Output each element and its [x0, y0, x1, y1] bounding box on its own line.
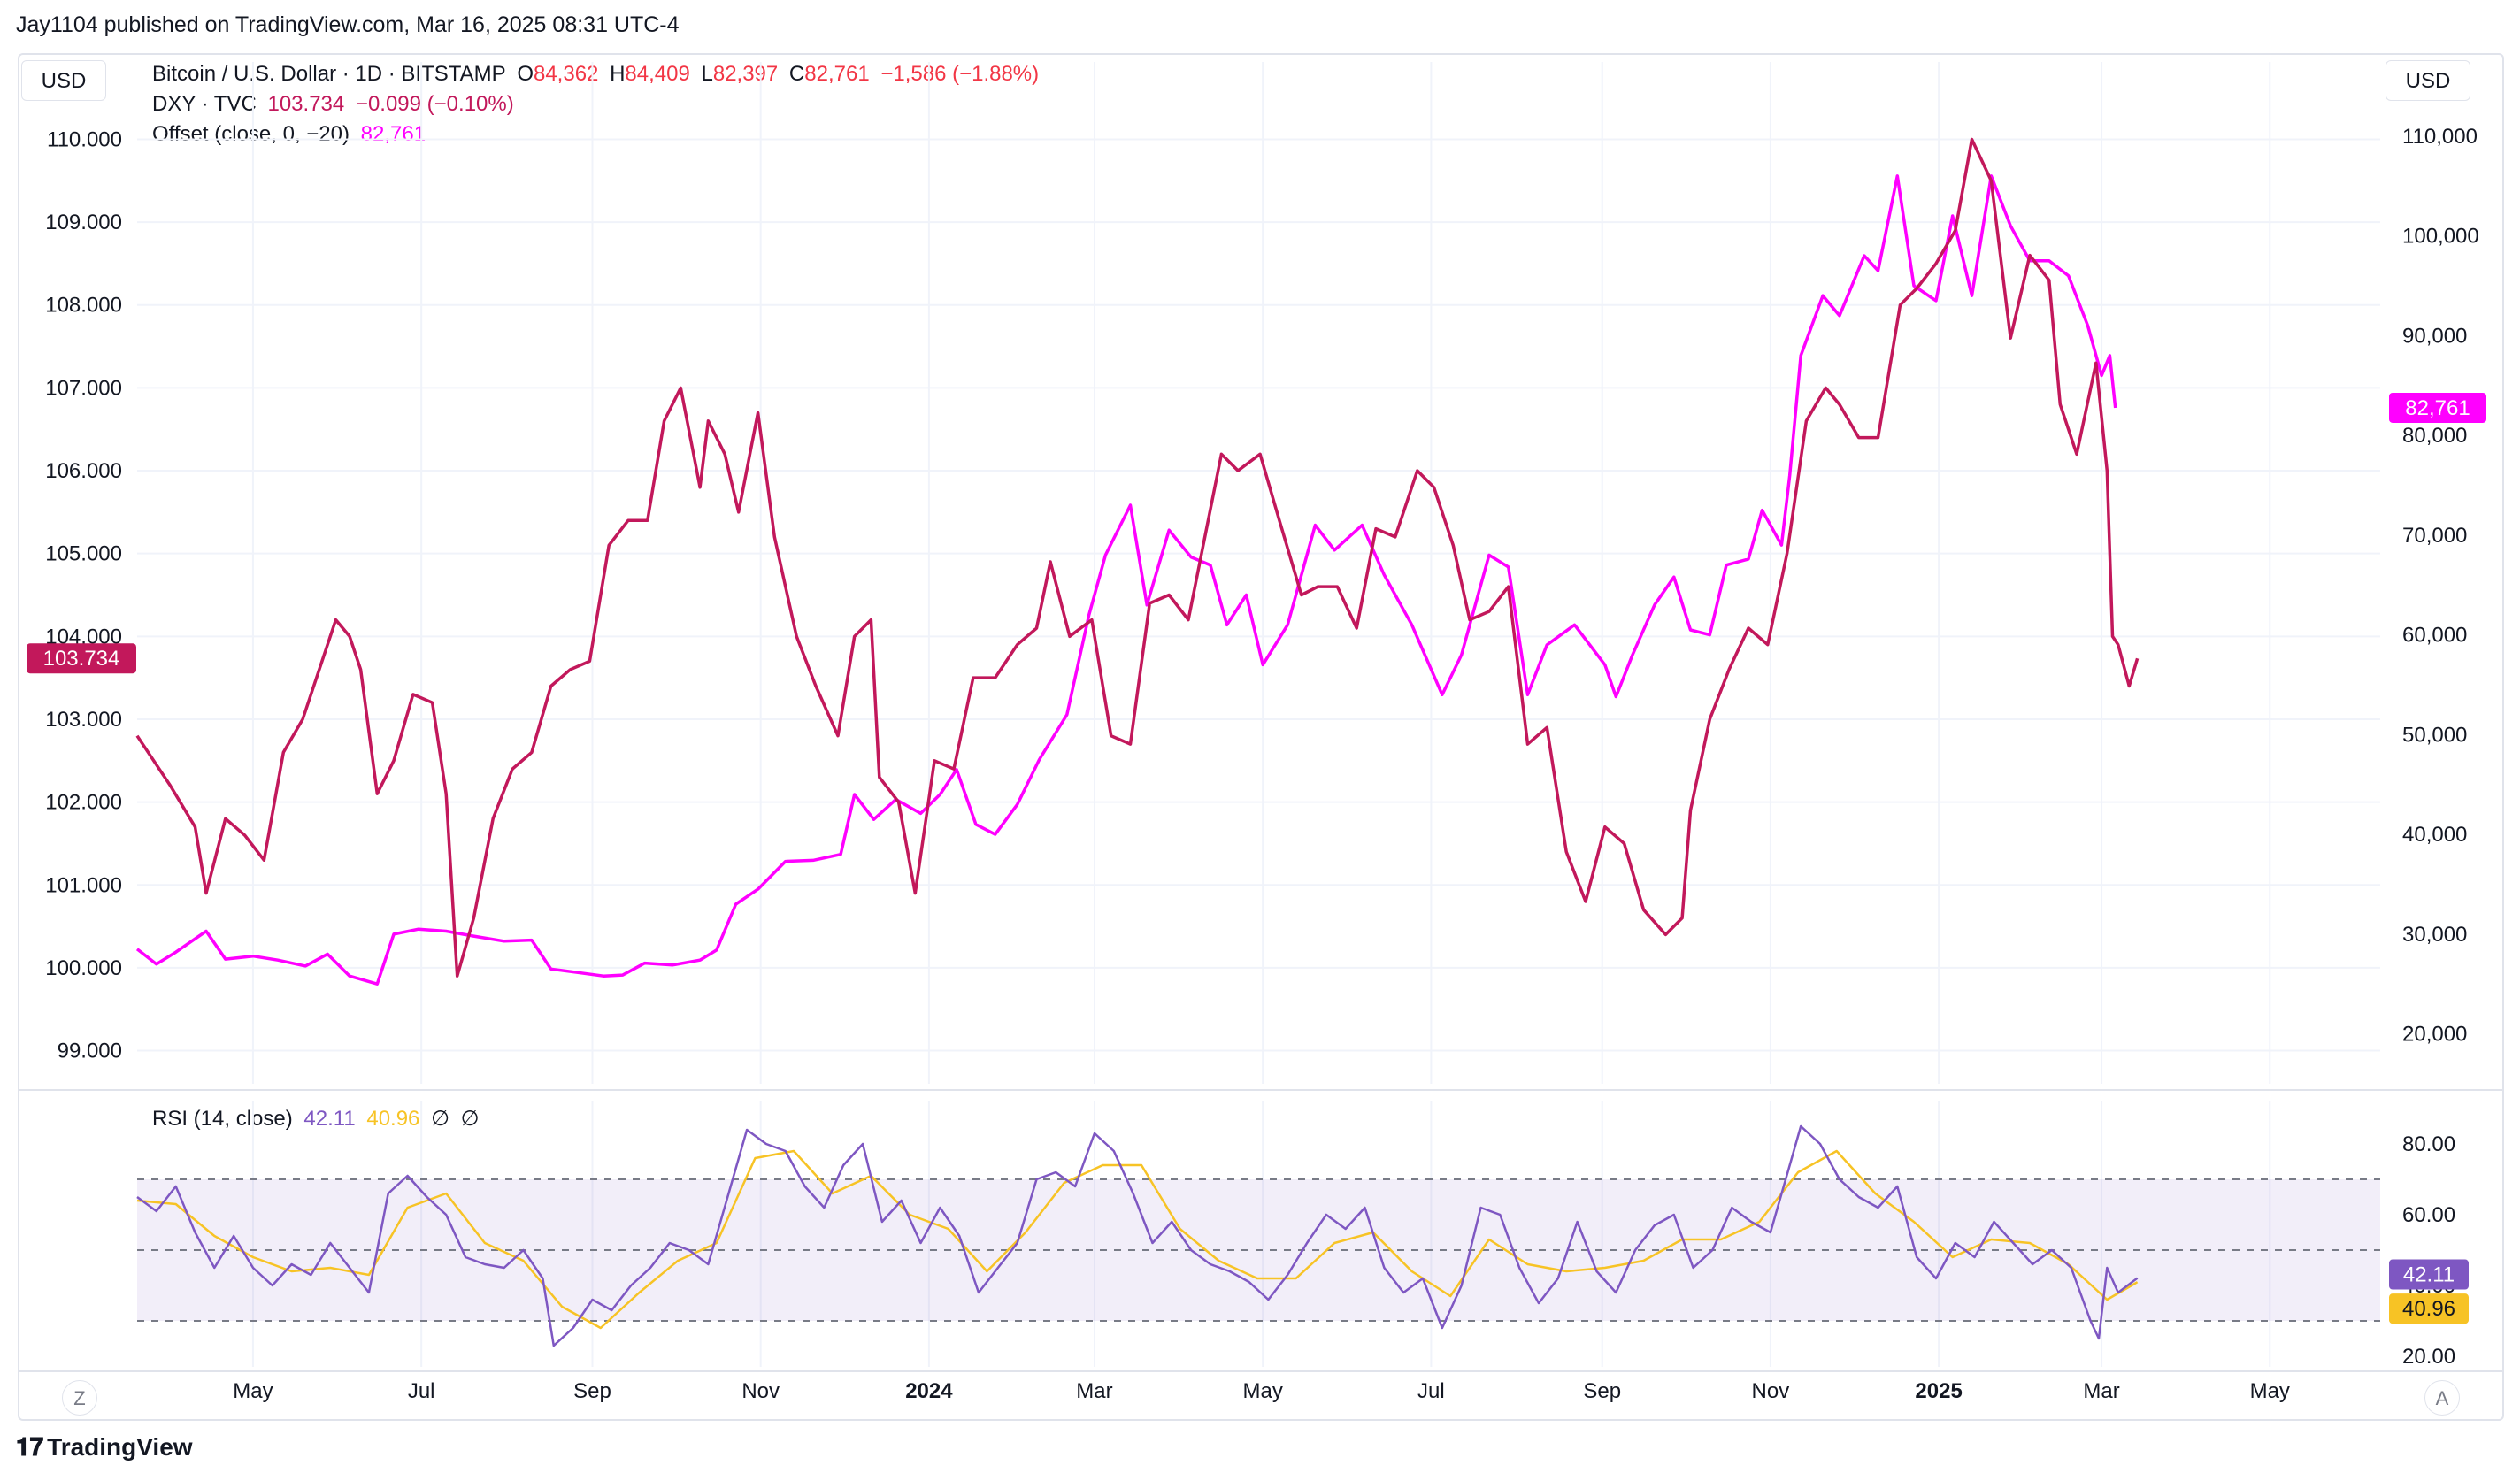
- right-axis-tick-8: 100,000: [2402, 225, 2479, 249]
- change-value: −1,586 (−1.88%): [880, 62, 1040, 86]
- x-tick-label-4: 2024: [905, 1379, 953, 1403]
- x-tick-label-6: May: [1243, 1379, 1283, 1403]
- left-axis-tick-3: 102.000: [45, 791, 122, 815]
- right-axis-tick-3: 50,000: [2402, 723, 2467, 747]
- left-axis-tick-11: 110.000: [47, 127, 122, 151]
- x-tick-label-11: Mar: [2083, 1379, 2119, 1403]
- left-axis-tick-4: 103.000: [45, 708, 122, 732]
- rsi-ma-line: [136, 1149, 2139, 1330]
- rsi-null-2: ∅: [460, 1107, 480, 1131]
- offset-legend: Offset (close, 0, −20) 82,761: [152, 122, 431, 147]
- tradingview-logo: 𝟏𝟕 TradingView: [16, 1433, 193, 1461]
- offset-value: 82,761: [360, 122, 426, 146]
- rsi-ma-value-badge-bg: [2389, 1293, 2469, 1324]
- btc-offset-line: [135, 174, 2117, 986]
- rsi-axis-tick-0: 20.00: [2402, 1345, 2455, 1369]
- btc-price-badge-bg: [2389, 392, 2486, 423]
- x-tick-label-0: May: [233, 1379, 273, 1403]
- offset-label[interactable]: Offset (close, 0, −20): [152, 122, 350, 146]
- x-tick-label-3: Nov: [741, 1379, 780, 1403]
- main-legend: Bitcoin / U.S. Dollar · 1D · BITSTAMP O8…: [152, 62, 1044, 87]
- right-axis-tick-6: 80,000: [2402, 424, 2467, 448]
- low-label: L: [701, 62, 713, 86]
- rsi-legend: RSI (14, close) 42.11 40.96 ∅ ∅: [152, 1106, 485, 1132]
- rsi-line: [136, 1124, 2139, 1347]
- btc-price-badge: 82,761: [2405, 396, 2470, 420]
- rsi-label[interactable]: RSI (14, close): [152, 1107, 293, 1131]
- right-axis-tick-1: 30,000: [2402, 923, 2467, 947]
- x-tick-label-2: Sep: [573, 1379, 611, 1403]
- tv-mark-icon: 𝟏𝟕: [16, 1433, 44, 1461]
- right-axis-tick-0: 20,000: [2402, 1023, 2467, 1047]
- open-value: 84,362: [533, 62, 599, 86]
- rsi-ma-value-badge: 40.96: [2402, 1297, 2455, 1321]
- dxy-price-badge: 103.734: [43, 647, 120, 671]
- high-value: 84,409: [625, 62, 690, 86]
- left-axis-tick-10: 109.000: [45, 211, 122, 234]
- dxy-change: −0.099 (−0.10%): [355, 92, 514, 116]
- low-value: 82,397: [712, 62, 779, 86]
- x-tick-label-5: Mar: [1076, 1379, 1112, 1403]
- left-axis-tick-7: 106.000: [45, 459, 122, 483]
- chart-frame: [18, 53, 2504, 1421]
- left-axis-tick-9: 108.000: [45, 294, 122, 318]
- dxy-value: 103.734: [267, 92, 345, 116]
- zoom-reset-button[interactable]: Z: [62, 1380, 97, 1416]
- open-label: O: [517, 62, 534, 86]
- left-axis-tick-8: 107.000: [45, 376, 122, 400]
- rsi-value-badge: 42.11: [2403, 1263, 2455, 1287]
- left-axis-tick-2: 101.000: [45, 873, 122, 897]
- main-symbol[interactable]: Bitcoin / U.S. Dollar · 1D · BITSTAMP: [152, 62, 506, 86]
- dxy-legend: DXY · TVC 103.734 −0.099 (−0.10%): [152, 92, 519, 117]
- left-axis-tick-6: 105.000: [45, 542, 122, 566]
- left-currency-button[interactable]: USD: [21, 60, 106, 101]
- x-tick-label-7: Jul: [1418, 1379, 1445, 1403]
- auto-scale-button[interactable]: A: [2424, 1380, 2460, 1416]
- dxy-line: [135, 137, 2140, 978]
- close-value: 82,761: [804, 62, 870, 86]
- right-axis-tick-4: 60,000: [2402, 624, 2467, 648]
- right-axis-tick-9: 110,000: [2402, 125, 2478, 149]
- x-tick-label-10: 2025: [1915, 1379, 1962, 1403]
- right-currency-button[interactable]: USD: [2386, 60, 2470, 101]
- rsi-value: 42.11: [303, 1107, 356, 1131]
- dxy-price-badge-bg: [27, 643, 136, 674]
- high-label: H: [610, 62, 626, 86]
- x-tick-label-12: May: [2250, 1379, 2290, 1403]
- rsi-ma-value: 40.96: [366, 1107, 420, 1131]
- x-tick-label-1: Jul: [408, 1379, 435, 1403]
- rsi-null-1: ∅: [431, 1107, 449, 1131]
- rsi-axis-tick-2: 60.00: [2402, 1203, 2455, 1227]
- x-tick-label-9: Nov: [1752, 1379, 1790, 1403]
- left-axis-tick-0: 99.000: [58, 1040, 122, 1063]
- dxy-label[interactable]: DXY · TVC: [152, 92, 257, 116]
- left-axis-tick-1: 100.000: [45, 956, 122, 980]
- right-axis-tick-5: 70,000: [2402, 524, 2467, 548]
- published-line: Jay1104 published on TradingView.com, Ma…: [16, 12, 680, 37]
- right-axis-tick-7: 90,000: [2402, 324, 2467, 348]
- x-tick-label-8: Sep: [1583, 1379, 1621, 1403]
- rsi-axis-tick-3: 80.00: [2402, 1132, 2455, 1156]
- right-axis-tick-2: 40,000: [2402, 823, 2467, 847]
- close-label: C: [788, 62, 805, 86]
- rsi-value-badge-bg: [2389, 1259, 2469, 1290]
